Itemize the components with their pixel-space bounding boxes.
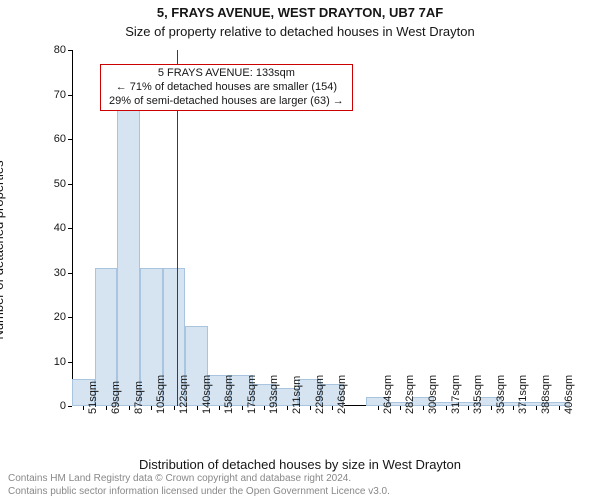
y-axis	[72, 50, 73, 406]
x-tick-label: 122sqm	[178, 375, 190, 414]
x-tick-label: 87sqm	[133, 381, 145, 414]
x-tick-label: 264sqm	[382, 375, 394, 414]
x-tick-label: 175sqm	[246, 375, 258, 414]
annotation-line: 5 FRAYS AVENUE: 133sqm	[109, 67, 344, 81]
x-tick-label: 406sqm	[563, 375, 575, 414]
footer: Contains HM Land Registry data © Crown c…	[0, 471, 600, 500]
x-tick-label: 388sqm	[540, 375, 552, 414]
x-tick	[400, 406, 401, 410]
y-tick-label: 40	[54, 222, 66, 234]
footer-line-2: Contains public sector information licen…	[8, 486, 592, 499]
y-tick-label: 30	[54, 267, 66, 279]
x-tick	[468, 406, 469, 410]
x-tick-label: 300sqm	[427, 375, 439, 414]
y-tick-label: 20	[54, 311, 66, 323]
y-tick-label: 80	[54, 44, 66, 56]
bar	[117, 108, 140, 406]
x-tick	[197, 406, 198, 410]
x-tick	[513, 406, 514, 410]
x-tick-label: 105sqm	[155, 375, 167, 414]
x-tick-label: 140sqm	[201, 375, 213, 414]
x-tick	[264, 406, 265, 410]
x-tick-label: 158sqm	[223, 375, 235, 414]
y-tick	[68, 184, 72, 185]
x-tick-label: 211sqm	[291, 376, 303, 414]
x-tick-label: 335sqm	[472, 375, 484, 414]
y-tick-label: 0	[60, 400, 66, 412]
x-tick	[332, 406, 333, 410]
x-tick-label: 229sqm	[314, 375, 326, 414]
y-tick	[68, 50, 72, 51]
x-tick	[174, 406, 175, 410]
y-tick-label: 60	[54, 133, 66, 145]
x-tick	[378, 406, 379, 410]
y-tick	[68, 273, 72, 274]
chart-container: { "title":{"text":"5, FRAYS AVENUE, WEST…	[0, 0, 600, 500]
footer-line-1: Contains HM Land Registry data © Crown c…	[8, 473, 592, 486]
x-tick-label: 317sqm	[450, 375, 462, 414]
x-tick	[536, 406, 537, 410]
y-tick	[68, 406, 72, 407]
x-tick	[219, 406, 220, 410]
x-tick	[106, 406, 107, 410]
y-axis-label: Number of detached properties	[0, 160, 6, 339]
y-tick	[68, 362, 72, 363]
y-tick	[68, 317, 72, 318]
x-tick-label: 193sqm	[268, 375, 280, 414]
plot-area: 5 FRAYS AVENUE: 133sqm← 71% of detached …	[72, 50, 570, 406]
x-tick-label: 371sqm	[517, 375, 529, 414]
x-tick-label: 246sqm	[336, 375, 348, 414]
x-tick	[129, 406, 130, 410]
x-tick	[242, 406, 243, 410]
annotation-line: 29% of semi-detached houses are larger (…	[109, 95, 344, 109]
y-tick-label: 70	[54, 89, 66, 101]
chart-title: 5, FRAYS AVENUE, WEST DRAYTON, UB7 7AF	[0, 5, 600, 20]
y-tick	[68, 95, 72, 96]
x-tick-label: 353sqm	[495, 375, 507, 414]
x-tick	[310, 406, 311, 410]
chart-subtitle: Size of property relative to detached ho…	[0, 24, 600, 39]
x-tick	[559, 406, 560, 410]
x-tick	[491, 406, 492, 410]
x-tick	[83, 406, 84, 410]
x-tick	[151, 406, 152, 410]
x-tick	[287, 406, 288, 410]
x-tick	[446, 406, 447, 410]
x-tick-label: 69sqm	[110, 381, 122, 414]
annotation-box: 5 FRAYS AVENUE: 133sqm← 71% of detached …	[100, 64, 353, 111]
x-tick-label: 51sqm	[87, 381, 99, 414]
y-tick	[68, 139, 72, 140]
x-tick	[423, 406, 424, 410]
y-tick-label: 50	[54, 178, 66, 190]
y-tick-label: 10	[54, 356, 66, 368]
x-axis-label: Distribution of detached houses by size …	[0, 457, 600, 472]
x-tick-label: 282sqm	[404, 375, 416, 414]
annotation-line: ← 71% of detached houses are smaller (15…	[109, 81, 344, 95]
y-tick	[68, 228, 72, 229]
